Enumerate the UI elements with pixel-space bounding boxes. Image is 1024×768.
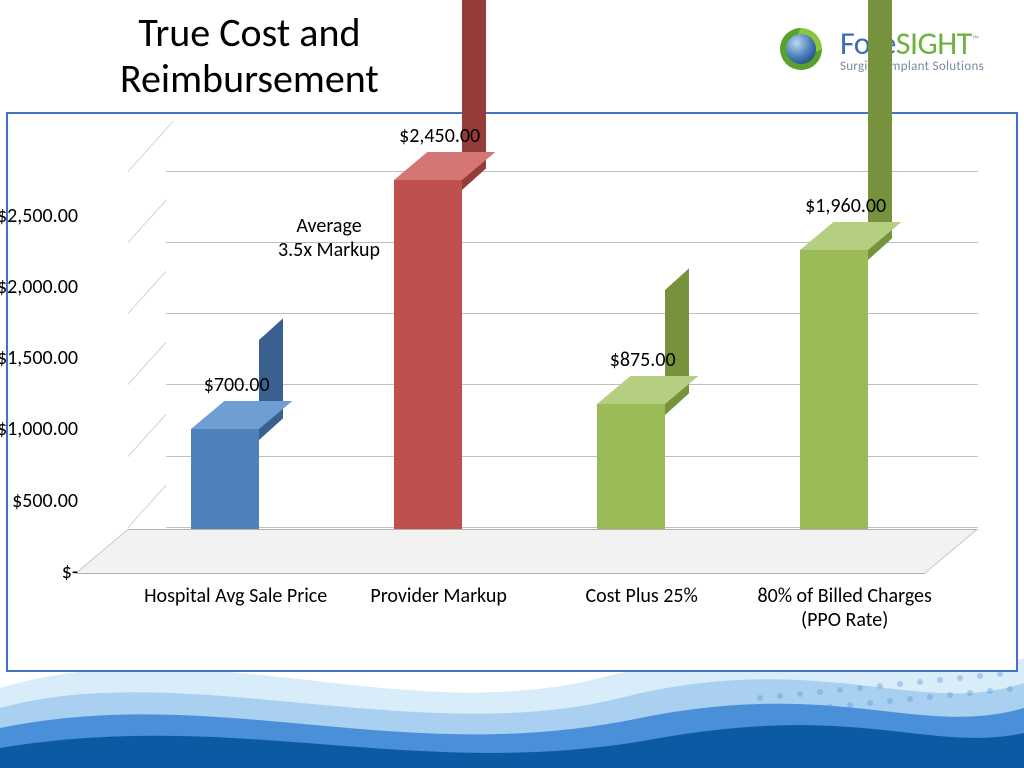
y-axis-label: $2,500.00	[0, 204, 78, 228]
logo-icon	[770, 18, 832, 80]
x-axis-label: 80% of Billed Charges (PPO Rate)	[750, 584, 940, 632]
bar-value-label: $875.00	[610, 348, 676, 372]
bar-value-label: $1,960.00	[805, 194, 886, 218]
chart-frame: $700.00 $2,450.00 $875.00 $1,960.00 $- $500.…	[6, 112, 1018, 672]
x-axis-label: Hospital Avg Sale Price	[141, 584, 331, 608]
chart-plot-area: $700.00$2,450.00$875.00$1,960.00 $-$500.…	[128, 144, 978, 574]
x-axis-label: Cost Plus 25%	[547, 584, 737, 608]
slide-title: True Cost andReimbursement	[120, 10, 379, 102]
chart-annotation: Average3.5x Markup	[278, 214, 380, 262]
y-axis-label: $1,000.00	[0, 417, 78, 441]
y-axis-label: $500.00	[12, 489, 78, 513]
bar-value-label: $700.00	[204, 373, 270, 397]
bar-value-label: $2,450.00	[399, 124, 480, 148]
x-axis-label: Provider Markup	[344, 584, 534, 608]
y-axis-label: $-	[62, 560, 78, 584]
y-axis-label: $2,000.00	[0, 275, 78, 299]
logo-brand: ForeSIGHT™	[840, 24, 984, 63]
y-axis-label: $1,500.00	[0, 346, 78, 370]
logo-tagline: Surgical Implant Solutions	[840, 59, 984, 74]
